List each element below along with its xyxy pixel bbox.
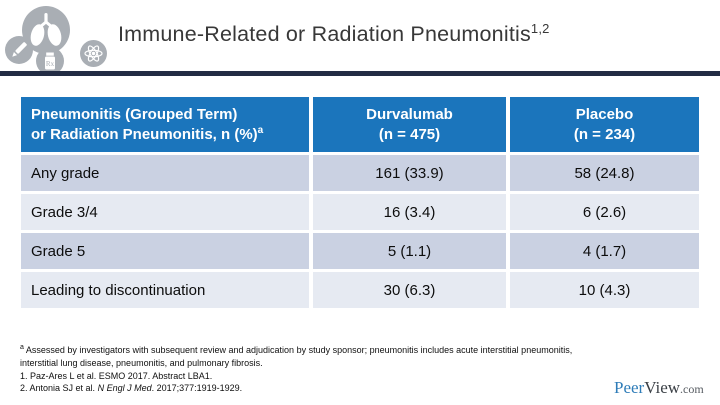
header-col2-line1: Durvalumab [366,105,453,123]
peerview-view-text: View [644,378,681,397]
cell-grade-3-4-placebo: 6 (2.6) [510,194,699,230]
pill-bottle-icon: Rx [36,47,64,75]
footnote-a-text: Assessed by investigators with subsequen… [20,345,573,368]
cell-grade-5-durvalumab: 5 (1.1) [313,233,506,269]
reference-2-journal: N Engl J Med [97,383,152,394]
atom-icon [80,40,107,67]
page-title-superscript: 1,2 [530,20,550,36]
cell-any-grade-placebo: 58 (24.8) [510,155,699,191]
header-col1-line1: Pneumonitis (Grouped Term) [31,105,238,123]
peerview-dotcom-text: .com [680,382,704,396]
footnote-a: a Assessed by investigators with subsequ… [20,344,598,370]
row-label-grade-3-4: Grade 3/4 [21,194,309,230]
page-title: Immune-Related or Radiation Pneumonitis1… [118,22,550,47]
cell-any-grade-durvalumab: 161 (33.9) [313,155,506,191]
lungs-icon [22,6,70,54]
header-col3-line1: Placebo [575,105,634,123]
table-header-durvalumab-lines: Durvalumab (n = 475) [366,105,453,145]
header-col1-line2: or Radiation Pneumonitis, n (%) [31,125,258,143]
page-title-text: Immune-Related or Radiation Pneumonitis [118,22,531,46]
header-col3-line2: (n = 234) [573,125,636,143]
reference-2-suffix: . 2017;377:1919-1929. [151,383,243,394]
table-header-placebo-lines: Placebo (n = 234) [574,105,635,145]
cell-discontinuation-placebo: 10 (4.3) [510,272,699,308]
row-label-any-grade: Any grade [21,155,309,191]
cell-grade-3-4-durvalumab: 16 (3.4) [313,194,506,230]
footnote-a-superscript: a [20,344,24,351]
table-header-durvalumab: Durvalumab (n = 475) [313,97,506,152]
table-header-pneumonitis: Pneumonitis (Grouped Term) or Radiation P… [21,97,309,152]
peerview-logo[interactable]: PeerView.com [614,378,704,398]
table-header-pneumonitis-lines: Pneumonitis (Grouped Term) or Radiation P… [31,105,263,145]
cell-discontinuation-durvalumab: 30 (6.3) [313,272,506,308]
header-col2-line2: (n = 475) [378,125,441,143]
svg-text:Rx: Rx [46,60,55,68]
footnotes: a Assessed by investigators with subsequ… [20,344,598,395]
reference-1: 1. Paz-Ares L et al. ESMO 2017. Abstract… [20,370,213,381]
pneumonitis-table: Pneumonitis (Grouped Term) or Radiation P… [21,97,699,308]
row-label-discontinuation: Leading to discontinuation [21,272,309,308]
header-col1-superscript: a [257,124,264,136]
header-divider [0,71,720,76]
reference-2: 2. Antonia SJ et al. N Engl J Med. 2017;… [20,382,598,395]
reference-2-prefix: 2. Antonia SJ et al. [20,383,98,394]
pencil-icon [5,36,33,64]
medical-logo-cluster: Rx [0,0,112,86]
cell-grade-5-placebo: 4 (1.7) [510,233,699,269]
peerview-peer-text: Peer [614,378,645,397]
table-header-placebo: Placebo (n = 234) [510,97,699,152]
row-label-grade-5: Grade 5 [21,233,309,269]
